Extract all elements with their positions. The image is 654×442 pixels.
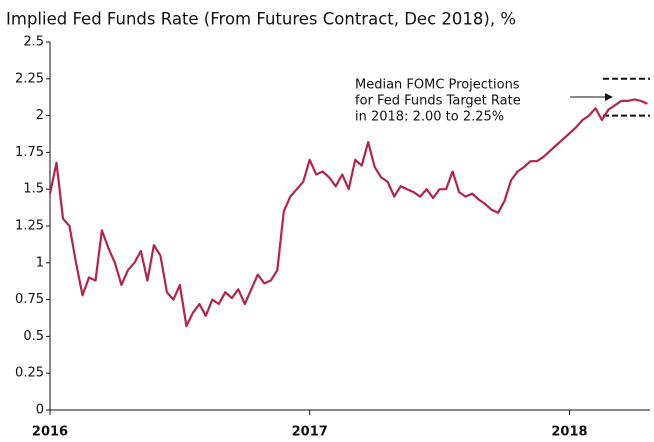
annotation-text: for Fed Funds Target Rate [355,94,521,109]
y-tick-label: 2.5 [23,35,44,50]
y-tick-label: 0 [36,403,44,418]
y-tick-label: 1.5 [23,182,44,197]
y-tick-label: 2.25 [15,71,44,86]
x-tick-label: 2016 [32,425,68,440]
annotation-text: Median FOMC Projections [355,78,520,93]
annotation-text: in 2018: 2.00 to 2.25% [355,110,504,125]
y-tick-label: 1.25 [15,219,44,234]
x-tick-label: 2017 [292,425,328,440]
y-tick-label: 0.75 [15,292,44,307]
x-tick-label: 2018 [551,425,587,440]
y-tick-label: 2 [36,108,44,123]
data-line [48,98,648,328]
y-tick-label: 1.75 [15,145,44,160]
y-tick-label: 0.5 [23,329,44,344]
y-tick-label: 0.25 [15,366,44,381]
y-tick-label: 1 [36,255,44,270]
chart-title: Implied Fed Funds Rate (From Futures Con… [6,10,516,29]
